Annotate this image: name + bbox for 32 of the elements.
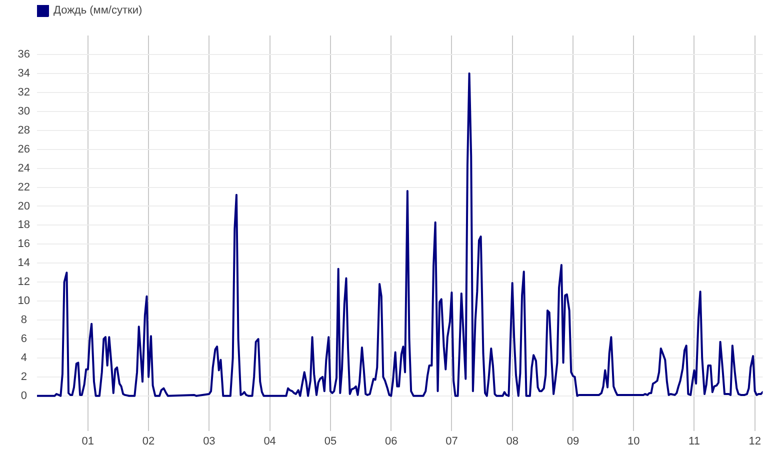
y-tick-label: 36 [18,48,30,60]
y-tick-label: 20 [18,200,30,212]
x-tick-label: 01 [82,436,94,448]
legend-label: Дождь (мм/сутки) [54,4,142,17]
x-tick-label: 06 [384,436,398,448]
y-tick-label: 30 [18,105,30,118]
y-tick-label: 6 [20,333,27,346]
y-tick-label: 34 [18,67,30,80]
y-tick-label: 24 [18,162,30,174]
x-tick-label: 12 [748,436,761,448]
y-tick-label: 32 [18,86,30,98]
x-tick-label: 03 [203,436,216,448]
y-tick-label: 22 [18,181,30,194]
x-tick-label: 09 [566,436,580,448]
x-tick-label: 10 [627,436,640,448]
y-tick-label: 26 [18,143,30,156]
x-tick-label: 08 [506,436,518,448]
x-tick-label: 02 [142,436,155,448]
y-tick-label: 28 [18,124,30,136]
y-tick-label: 2 [20,370,27,383]
y-tick-label: 8 [20,314,27,326]
x-tick-label: 11 [688,436,700,448]
y-tick-label: 10 [18,295,30,308]
y-tick-label: 4 [20,352,27,364]
y-tick-label: 12 [18,276,30,288]
y-tick-label: 18 [18,219,30,232]
y-tick-label: 14 [18,257,30,270]
x-tick-label: 05 [324,436,337,448]
y-tick-label: 0 [20,390,27,402]
y-tick-label: 16 [18,238,30,250]
x-tick-label: 04 [264,436,276,448]
x-tick-label: 07 [446,436,458,448]
